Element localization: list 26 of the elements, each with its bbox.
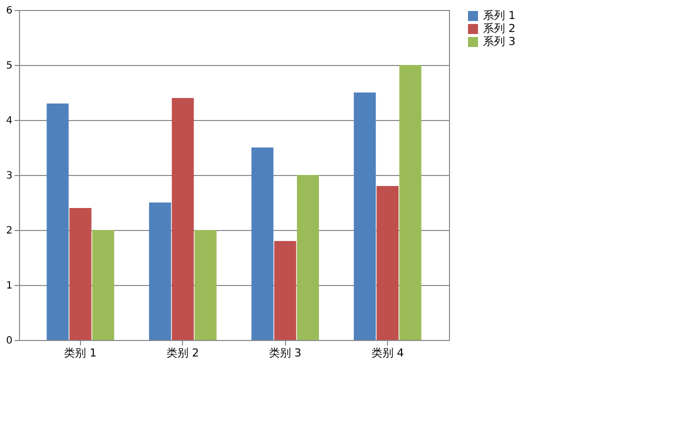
bar [399,65,422,340]
bar [376,186,399,340]
bar [274,241,296,340]
y-tick-label: 2 [6,226,12,236]
bar [69,208,92,340]
y-tick-label: 1 [6,280,12,292]
bar [354,92,376,340]
bar [172,98,194,340]
bar [194,230,217,340]
legend-label: 系列 1 [483,9,516,22]
y-tick-label: 4 [6,116,12,126]
bar [149,202,172,340]
legend-label: 系列 2 [483,22,516,35]
y-tick-label: 6 [6,6,12,16]
bar [46,104,69,340]
legend-label: 系列 3 [483,35,516,48]
y-tick-label: 3 [6,170,12,182]
y-tick-label: 5 [6,60,12,72]
y-tick-label: 0 [6,336,12,346]
bar [251,148,274,340]
x-tick-label: 类别 4 [371,346,404,360]
x-tick-label: 类别 1 [64,346,97,360]
bar [296,175,319,340]
x-tick-label: 类别 3 [268,346,302,360]
bar [92,230,114,340]
x-tick-label: 类别 2 [166,346,200,360]
